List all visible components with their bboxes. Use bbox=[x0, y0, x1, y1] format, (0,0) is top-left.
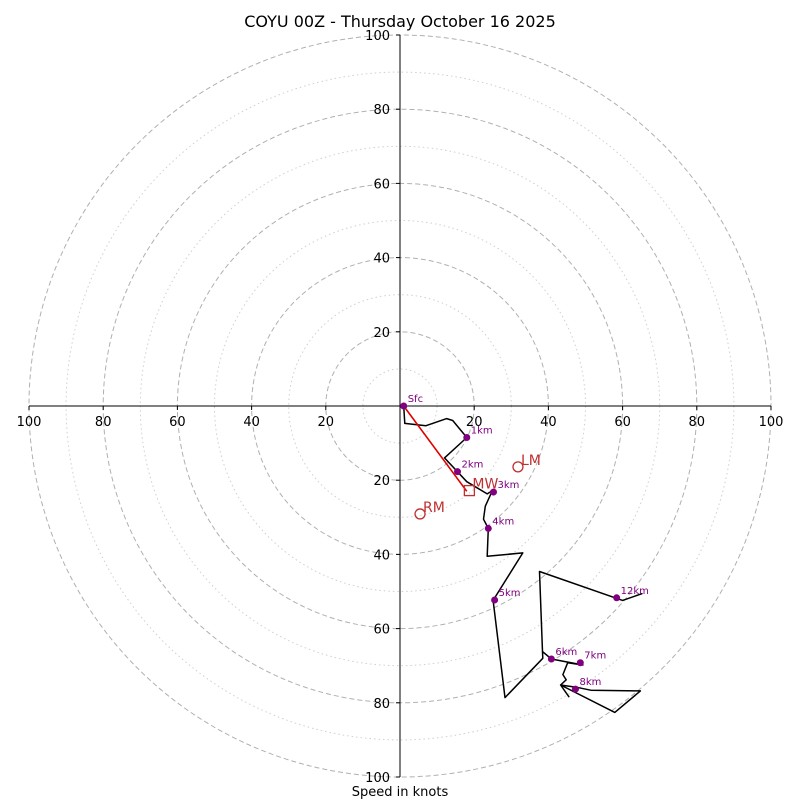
level-marker bbox=[547, 655, 555, 663]
level-marker bbox=[489, 488, 497, 496]
level-label: 4km bbox=[492, 516, 514, 527]
y-tick-label: 40 bbox=[373, 252, 390, 267]
level-marker bbox=[613, 594, 621, 602]
y-tick-label: 60 bbox=[373, 177, 390, 192]
x-tick-label: 20 bbox=[466, 415, 483, 430]
wind-profile bbox=[402, 405, 643, 714]
x-tick-label: 100 bbox=[759, 415, 784, 430]
level-label: 6km bbox=[555, 647, 577, 658]
y-tick-label: 100 bbox=[365, 771, 390, 786]
level-marker bbox=[491, 596, 499, 604]
height-markers: Sfc 1km 2km 3km 4km 5km 6km 7km 8km 12km bbox=[400, 394, 649, 693]
level-marker bbox=[454, 468, 462, 476]
axes bbox=[28, 34, 772, 778]
level-label: 8km bbox=[579, 677, 601, 688]
y-tick-label: 60 bbox=[373, 623, 390, 638]
level-label: 5km bbox=[499, 588, 521, 599]
tick-labels: 100 80 60 40 20 20 40 60 80 100 20 40 60 80 100 20 40 60 8… bbox=[17, 29, 784, 786]
motion-marker-lm bbox=[512, 461, 524, 473]
bulk-shear-line bbox=[403, 405, 468, 492]
x-tick-label: 40 bbox=[540, 415, 557, 430]
hodograph-trace bbox=[402, 405, 643, 714]
level-marker bbox=[576, 659, 584, 667]
y-tick-label: 100 bbox=[365, 29, 390, 44]
x-tick-label: 80 bbox=[95, 415, 112, 430]
y-tick-label: 80 bbox=[373, 697, 390, 712]
x-tick-label: 80 bbox=[689, 415, 706, 430]
x-tick-label: 40 bbox=[243, 415, 260, 430]
motion-marker-mw bbox=[463, 484, 476, 497]
x-tick-label: 20 bbox=[318, 415, 335, 430]
storm-motions: LM MW RM bbox=[414, 453, 541, 520]
y-tick-label: 40 bbox=[373, 548, 390, 563]
motion-label-rm: RM bbox=[423, 500, 445, 516]
level-label: Sfc bbox=[408, 394, 423, 405]
x-tick-label: 100 bbox=[17, 415, 42, 430]
level-label: 3km bbox=[497, 480, 519, 491]
level-label: 12km bbox=[621, 586, 649, 597]
y-tick-label: 80 bbox=[373, 103, 390, 118]
x-tick-label: 60 bbox=[169, 415, 186, 430]
motion-label-lm: LM bbox=[521, 453, 541, 469]
level-label: 7km bbox=[584, 651, 606, 662]
y-tick-label: 20 bbox=[373, 326, 390, 341]
y-tick-label: 20 bbox=[373, 474, 390, 489]
x-tick-label: 60 bbox=[614, 415, 631, 430]
motion-marker-rm bbox=[414, 508, 426, 520]
level-marker bbox=[463, 434, 471, 442]
level-label: 2km bbox=[462, 460, 484, 471]
level-label: 1km bbox=[471, 426, 493, 437]
level-marker bbox=[484, 524, 492, 532]
x-axis-label: Speed in knots bbox=[352, 785, 449, 800]
level-marker bbox=[400, 402, 408, 410]
shear-vector bbox=[403, 405, 468, 492]
motion-label-mw: MW bbox=[472, 477, 498, 493]
chart-title: COYU 00Z - Thursday October 16 2025 bbox=[244, 12, 556, 31]
level-marker bbox=[571, 685, 579, 693]
